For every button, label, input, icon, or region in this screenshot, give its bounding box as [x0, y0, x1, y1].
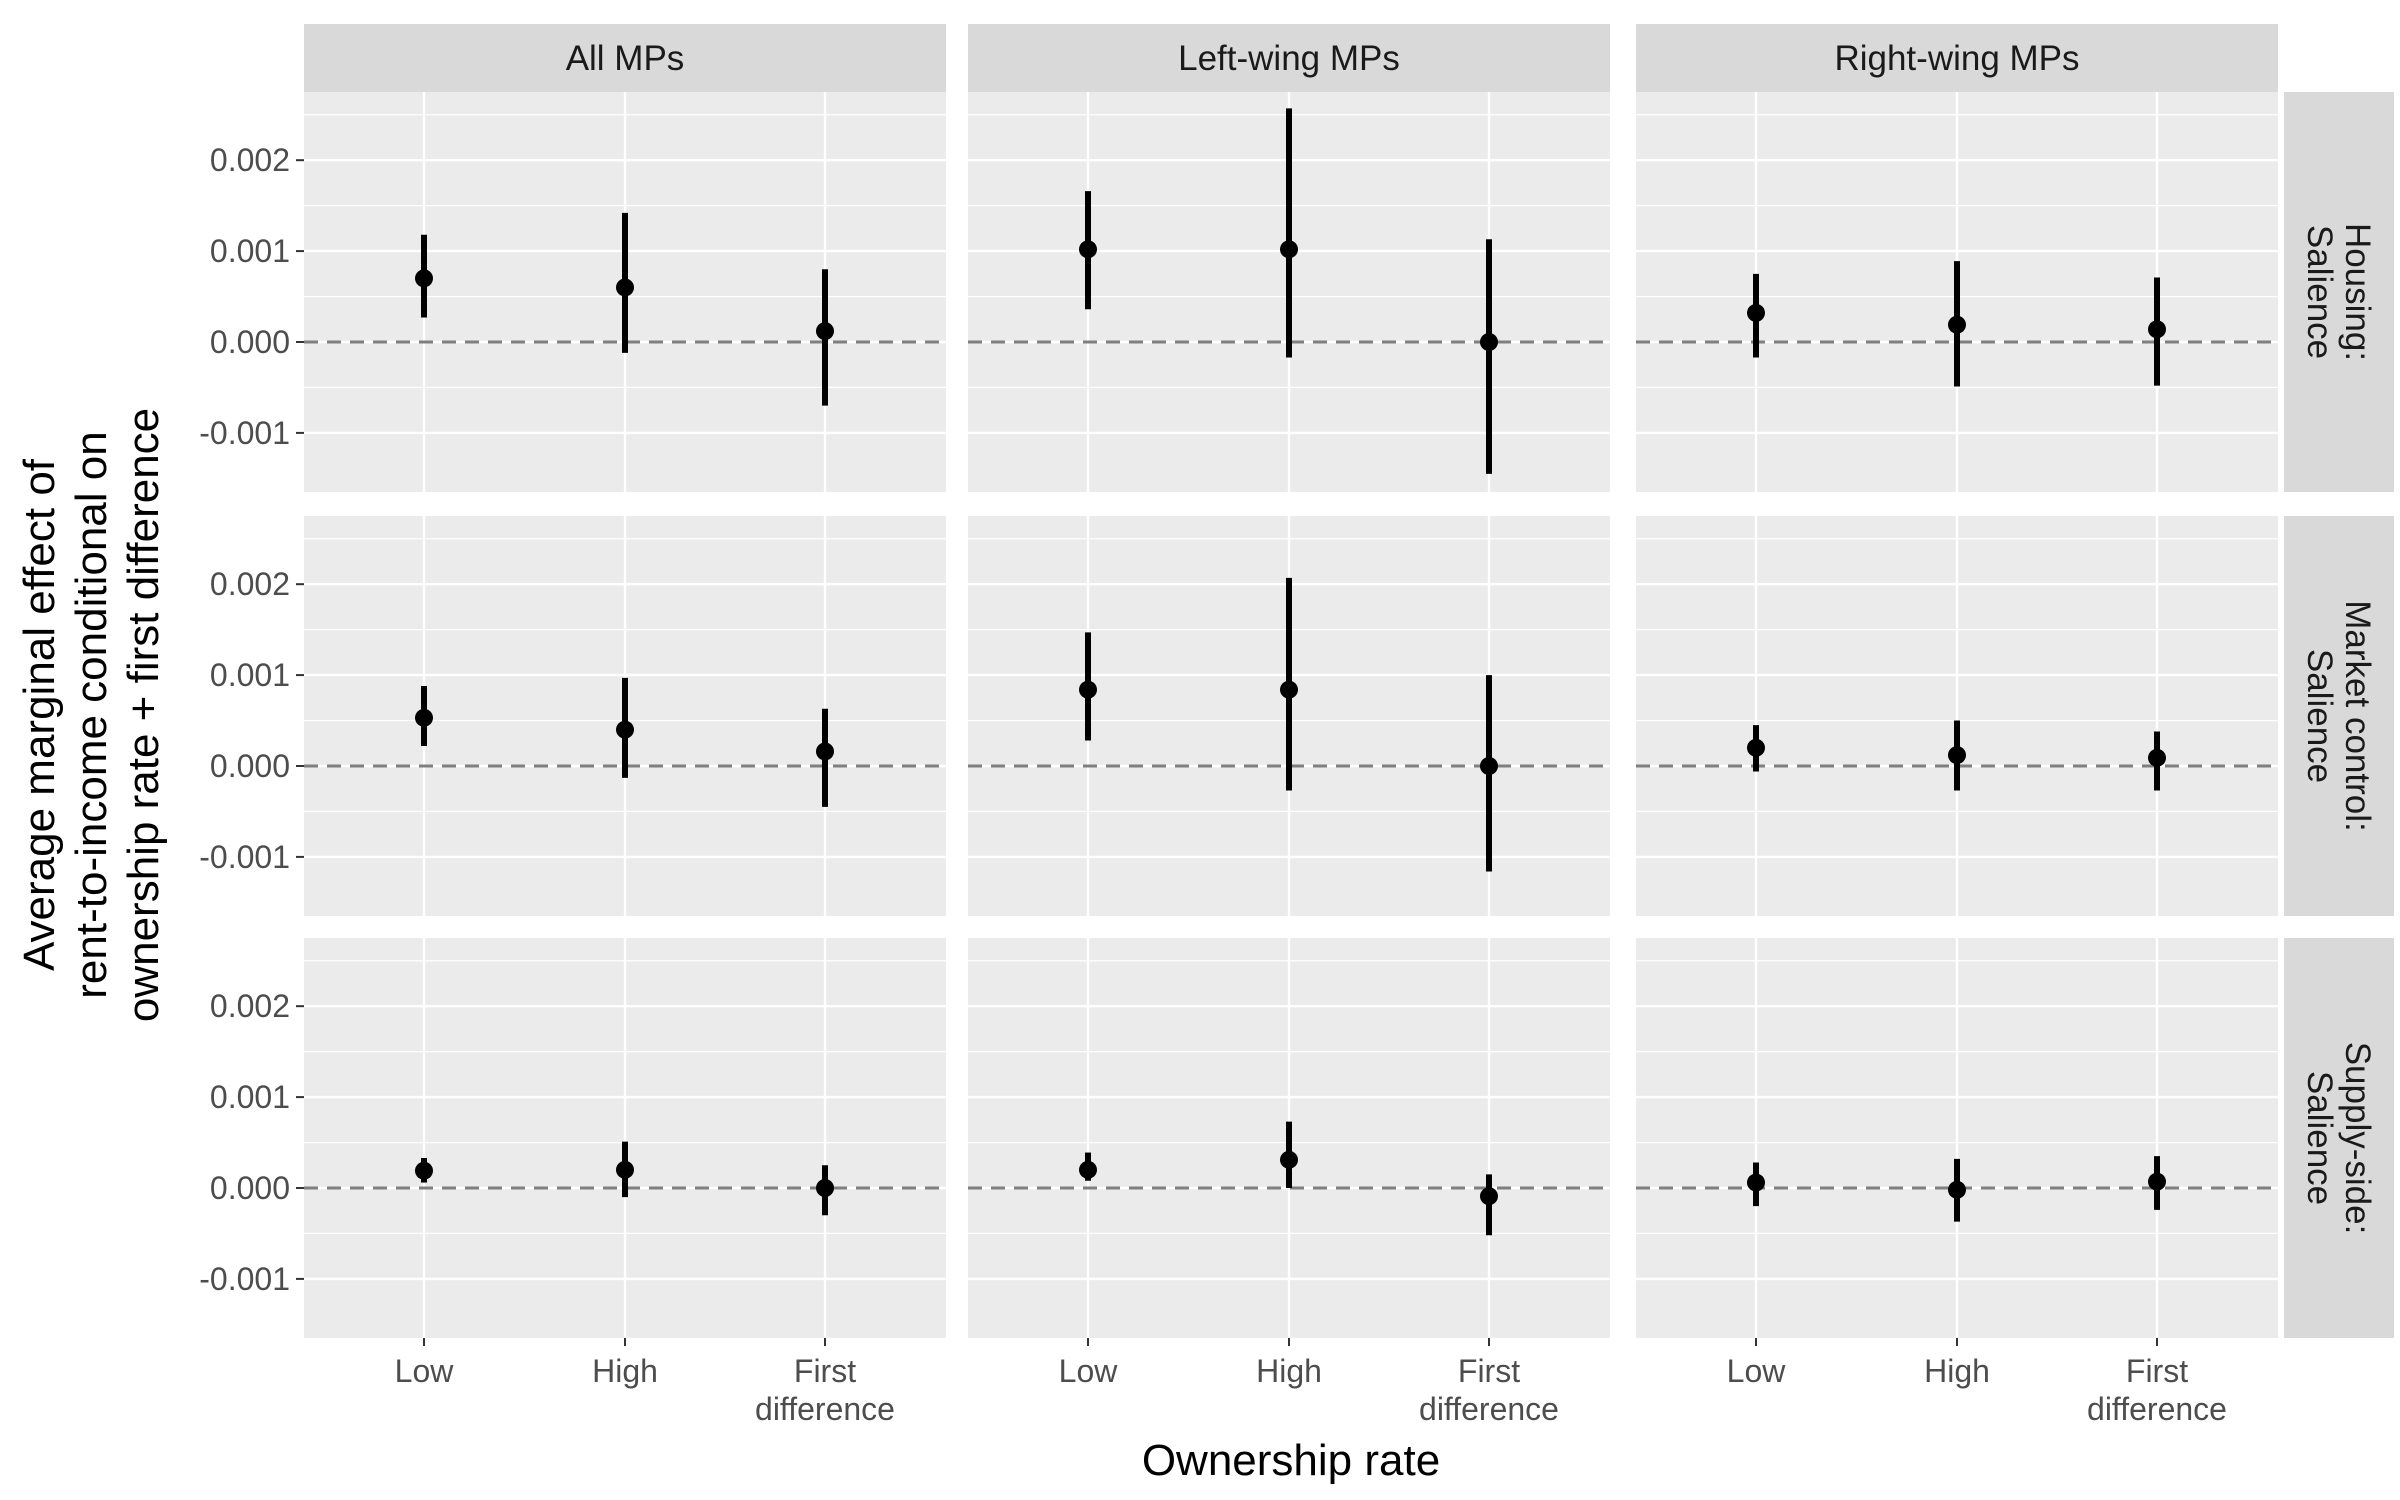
y-tick-label: -0.001: [199, 415, 290, 451]
point-estimate: [1079, 680, 1097, 699]
row-strip: [2284, 938, 2394, 1338]
point-estimate: [1079, 1160, 1097, 1179]
point-estimate: [1747, 303, 1765, 322]
y-axis-title: Average marginal effect ofrent-to-income…: [15, 408, 168, 1022]
row-strip: [2284, 516, 2394, 916]
y-tick-label: 0.000: [210, 748, 290, 784]
point-estimate: [616, 720, 634, 739]
row-strip-text: Market control:Salience: [2300, 600, 2377, 831]
panel: [968, 516, 1610, 916]
panel: [1636, 938, 2278, 1338]
point-estimate: [2148, 748, 2166, 767]
column-strip: [968, 24, 1610, 92]
point-estimate: [415, 1161, 433, 1180]
panel: [304, 92, 946, 492]
panel: [968, 938, 1610, 1338]
y-axis-title-text: Average marginal effect ofrent-to-income…: [15, 408, 168, 1022]
panel: [304, 938, 946, 1338]
point-estimate: [2148, 320, 2166, 339]
point-estimate: [816, 322, 834, 341]
point-estimate: [1280, 240, 1298, 259]
point-estimate: [1480, 333, 1498, 351]
panel: [968, 92, 1610, 492]
row-strip: [2284, 92, 2394, 492]
x-tick-label: Low: [1059, 1353, 1119, 1389]
column-strip-label: All MPs: [566, 39, 685, 78]
point-estimate: [1948, 315, 1966, 334]
point-estimate: [816, 1179, 834, 1197]
row-strip-label: Housing:Salience: [2300, 223, 2377, 361]
x-tick-label: Low: [1727, 1353, 1787, 1389]
point-estimate: [616, 278, 634, 297]
column-strip-label: Right-wing MPs: [1834, 39, 2079, 78]
point-estimate: [1747, 738, 1765, 757]
point-estimate: [1747, 1173, 1765, 1192]
row-strip-text: Housing:Salience: [2300, 223, 2377, 361]
point-estimate: [1480, 1187, 1498, 1206]
point-estimate: [1948, 1180, 1966, 1199]
panel: [1636, 516, 2278, 916]
point-estimate: [1079, 240, 1097, 259]
x-tick-label: First difference: [1419, 1353, 1559, 1427]
x-tick-label: High: [1924, 1353, 1990, 1389]
point-estimate: [1948, 746, 1966, 765]
point-estimate: [2148, 1172, 2166, 1191]
point-estimate: [1280, 1150, 1298, 1169]
column-strip: [304, 24, 946, 92]
x-tick-label: First difference: [2087, 1353, 2227, 1427]
y-tick-label: 0.002: [210, 566, 290, 602]
column-strip: [1636, 24, 2278, 92]
column-strip-label: Left-wing MPs: [1178, 39, 1400, 78]
x-tick-label: First difference: [755, 1353, 895, 1427]
point-estimate: [1480, 757, 1498, 775]
point-estimate: [415, 269, 433, 288]
x-tick-label: High: [592, 1353, 658, 1389]
y-tick-label: 0.001: [210, 233, 290, 269]
point-estimate: [1280, 680, 1298, 699]
y-tick-label: 0.002: [210, 142, 290, 178]
y-tick-label: -0.001: [199, 1261, 290, 1297]
y-tick-label: 0.000: [210, 324, 290, 360]
y-tick-label: 0.001: [210, 1079, 290, 1115]
row-strip-label: Supply-side:Salience: [2300, 1042, 2377, 1235]
x-axis-title: Ownership rate: [1142, 1436, 1440, 1485]
y-tick-label: 0.000: [210, 1170, 290, 1206]
row-strip-label: Market control:Salience: [2300, 600, 2377, 831]
point-estimate: [616, 1160, 634, 1179]
x-tick-label: High: [1256, 1353, 1322, 1389]
y-tick-label: 0.002: [210, 988, 290, 1024]
y-tick-label: -0.001: [199, 839, 290, 875]
point-estimate: [816, 742, 834, 761]
panel: [304, 516, 946, 916]
point-estimate: [415, 708, 433, 727]
x-tick-label: Low: [395, 1353, 455, 1389]
row-strip-text: Supply-side:Salience: [2300, 1042, 2377, 1235]
panel: [1636, 92, 2278, 492]
y-tick-label: 0.001: [210, 657, 290, 693]
